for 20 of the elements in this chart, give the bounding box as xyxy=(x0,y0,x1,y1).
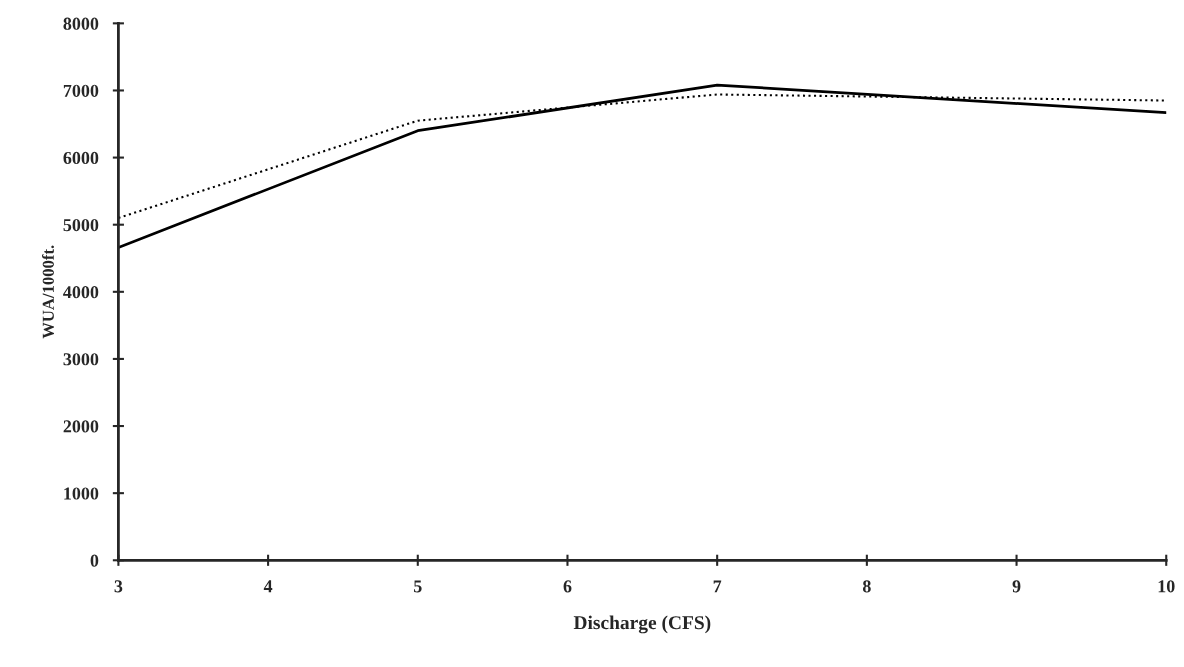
y-tick-label: 7000 xyxy=(63,84,99,97)
y-tick-label: 1000 xyxy=(64,487,99,500)
y-tick-label: 0 xyxy=(90,554,99,567)
y-tick-label: 8000 xyxy=(63,17,99,30)
x-tick-label: 9 xyxy=(1012,580,1021,593)
line-series xyxy=(118,83,1167,249)
x-axis-title: Discharge (CFS) xyxy=(573,615,711,634)
y-tick-label: 2000 xyxy=(63,420,99,433)
y-tick-label: 5000 xyxy=(63,218,99,232)
x-tick-label: 4 xyxy=(263,580,273,593)
y-tick-label: 6000 xyxy=(63,151,99,165)
y-axis-title: WUA/1000ft. xyxy=(42,245,54,339)
y-tick-label: 3000 xyxy=(63,353,99,366)
x-tick-label: 10 xyxy=(1158,580,1175,593)
x-tick-label: 7 xyxy=(713,580,722,593)
x-tick-label: 5 xyxy=(413,580,422,593)
x-tick-label: 3 xyxy=(114,580,123,593)
y-tick-label: 4000 xyxy=(63,286,99,299)
x-tick-label: 8 xyxy=(862,580,871,593)
x-tick-label: 6 xyxy=(563,580,572,593)
